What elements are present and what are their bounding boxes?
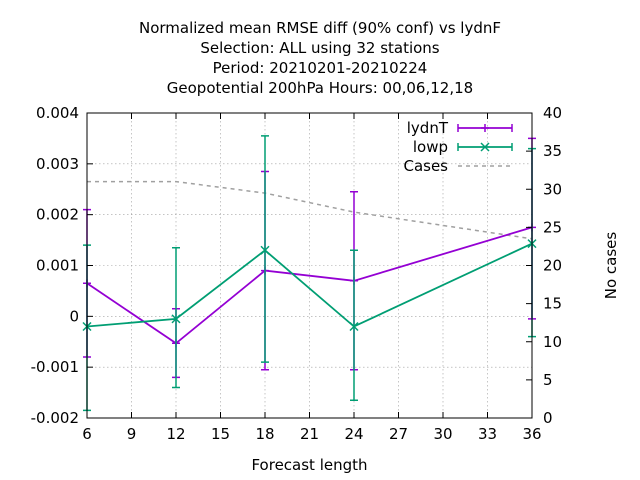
x-tick-label: 30	[433, 425, 452, 443]
error-bar	[261, 135, 269, 363]
plot-series	[82, 135, 537, 412]
y2-tick-label: 35	[543, 142, 562, 160]
error-bar	[350, 249, 358, 401]
y2-tick-label: 5	[543, 371, 553, 389]
x-tick-label: 9	[127, 425, 137, 443]
y-tick-label: -0.002	[31, 409, 79, 427]
y-tick-label: 0	[69, 307, 79, 325]
grid	[87, 113, 532, 418]
y2-tick-label: 0	[543, 409, 553, 427]
legend-label: lowp	[413, 138, 448, 156]
error-bar	[172, 246, 180, 389]
legend-errorbar-cap	[457, 124, 513, 132]
y2-axis-label: No cases	[602, 232, 620, 300]
axis-ticks: 6 9 12 15 18 21 24 27 30 33 36 -0.002 -0.001 0 0.001 0.…	[31, 104, 562, 443]
y2-tick-label: 25	[543, 218, 562, 236]
y-tick-label: 0.002	[36, 206, 79, 224]
y-tick-label: 0.004	[36, 104, 79, 122]
legend-errorbar-cap	[457, 143, 513, 151]
legend-label: lydnT	[407, 119, 449, 137]
legend-label: Cases	[403, 157, 448, 175]
data-point	[171, 314, 181, 324]
y-tick-label: -0.001	[31, 358, 79, 376]
x-axis-label: Forecast length	[251, 456, 367, 474]
y2-tick-label: 20	[543, 257, 562, 275]
chart-title: Normalized mean RMSE diff (90% conf) vs …	[139, 19, 501, 97]
y2-tick-label: 10	[543, 333, 562, 351]
x-tick-label: 27	[389, 425, 408, 443]
x-tick-label: 24	[344, 425, 363, 443]
x-tick-label: 18	[255, 425, 274, 443]
title-line: Normalized mean RMSE diff (90% conf) vs …	[139, 19, 501, 37]
y2-tick-label: 40	[543, 104, 562, 122]
title-line: Period: 20210201-20210224	[213, 59, 428, 77]
legend-marker	[481, 124, 489, 132]
title-line: Geopotential 200hPa Hours: 00,06,12,18	[167, 79, 473, 97]
x-tick-label: 15	[211, 425, 230, 443]
x-tick-label: 36	[522, 425, 541, 443]
y-tick-label: 0.003	[36, 155, 79, 173]
data-point	[349, 321, 359, 332]
legend-marker	[480, 142, 490, 152]
x-tick-label: 33	[478, 425, 497, 443]
y2-tick-label: 15	[543, 295, 562, 313]
title-line: Selection: ALL using 32 stations	[200, 39, 439, 57]
x-tick-label: 21	[300, 425, 319, 443]
data-point	[260, 245, 270, 255]
y2-tick-label: 30	[543, 180, 562, 198]
y-tick-label: 0.001	[36, 257, 79, 275]
x-tick-label: 12	[166, 425, 185, 443]
x-tick-label: 6	[82, 425, 92, 443]
